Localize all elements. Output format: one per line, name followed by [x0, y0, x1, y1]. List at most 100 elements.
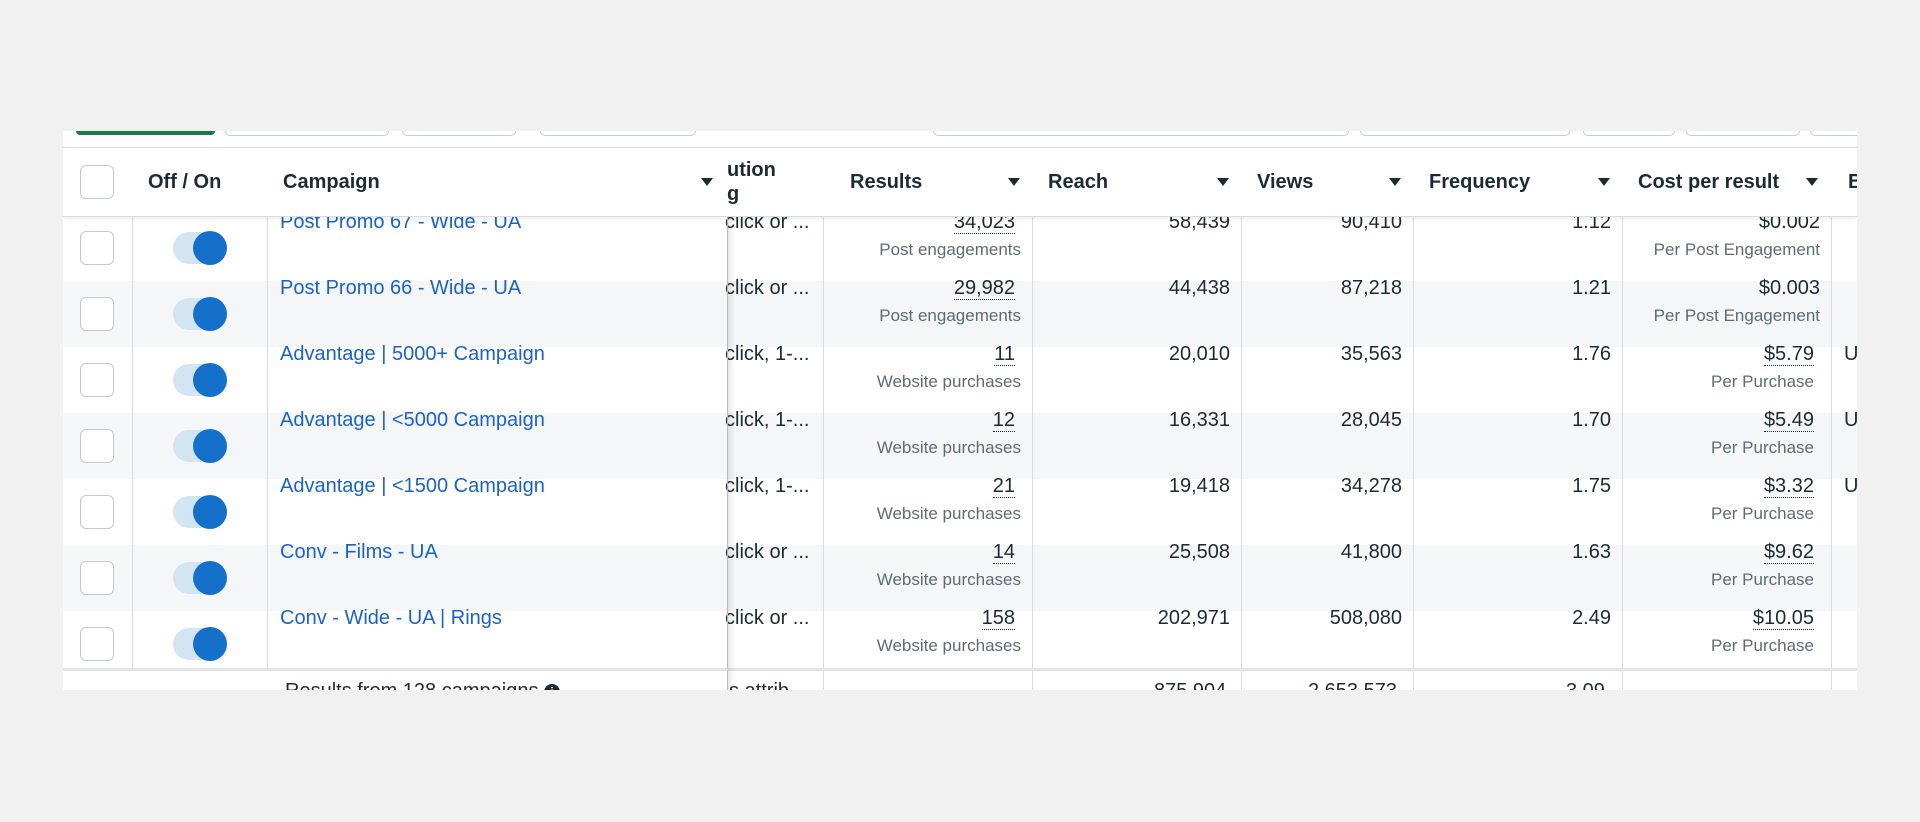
reach-value: 25,508 — [1168, 541, 1230, 563]
results-value[interactable]: 14 — [992, 541, 1015, 564]
campaign-toggle[interactable] — [173, 561, 227, 595]
frequency-value: 1.70 — [1572, 409, 1611, 431]
toggle-knob — [193, 231, 227, 265]
campaign-name-link[interactable]: Advantage | 5000+ Campaign — [280, 343, 545, 365]
campaign-name-link[interactable]: Conv - Films - UA — [280, 541, 438, 563]
views-value: 41,800 — [1340, 541, 1402, 563]
chevron-down-icon[interactable] — [1806, 178, 1818, 186]
header-cost-per-result[interactable]: Cost per result — [1638, 170, 1780, 193]
ads-table: Off / On Campaign ution g Results Reach … — [63, 131, 1857, 690]
table-row[interactable]: Advantage | <5000 Campaign click, 1-... 12… — [63, 409, 1857, 479]
table-row[interactable]: Conv - Wide - UA | Rings click or ... 158 W… — [63, 607, 1857, 677]
attribution-setting: click, 1-... — [725, 475, 810, 497]
column-divider — [132, 147, 133, 671]
table-row[interactable]: Post Promo 66 - Wide - UA click or ... 29,… — [63, 277, 1857, 347]
toolbar-button[interactable] — [540, 131, 696, 136]
attribution-setting: click, 1-... — [725, 409, 810, 431]
header-off-on[interactable]: Off / On — [148, 170, 222, 193]
toolbar-button[interactable] — [225, 131, 389, 136]
frequency-value: 1.63 — [1572, 541, 1611, 563]
frequency-value: 1.21 — [1572, 277, 1611, 299]
row-checkbox[interactable] — [80, 297, 114, 331]
table-row[interactable]: Advantage | <1500 Campaign click, 1-... 21… — [63, 475, 1857, 545]
cost-per-result-type: Per Purchase — [1711, 504, 1814, 523]
campaign-name-link[interactable]: Advantage | <5000 Campaign — [280, 409, 545, 431]
chevron-down-icon[interactable] — [701, 178, 713, 186]
results-value[interactable]: 158 — [981, 607, 1015, 630]
cost-per-result-value[interactable]: $0.003 — [1758, 277, 1820, 299]
footer-reach: 875,904 — [1154, 680, 1226, 690]
row-checkbox[interactable] — [80, 363, 114, 397]
row-checkbox[interactable] — [80, 495, 114, 529]
footer-summary: Results from 128 campaigns i — [285, 680, 561, 690]
chevron-down-icon[interactable] — [1389, 178, 1401, 186]
cost-per-result-value[interactable]: $9.62 — [1763, 541, 1814, 564]
campaign-name-link[interactable]: Advantage | <1500 Campaign — [280, 475, 545, 497]
reach-value: 44,438 — [1168, 277, 1230, 299]
table-row[interactable]: Post Promo 67 - Wide - UA click or ... 34,… — [63, 211, 1857, 281]
toolbar-button[interactable] — [1810, 131, 1857, 136]
row-checkbox[interactable] — [80, 429, 114, 463]
header-frequency[interactable]: Frequency — [1429, 170, 1531, 193]
table-row[interactable]: Conv - Films - UA click or ... 14 Website p… — [63, 541, 1857, 611]
campaign-name-link[interactable]: Post Promo 66 - Wide - UA — [280, 277, 522, 299]
chevron-down-icon[interactable] — [1008, 178, 1020, 186]
campaign-toggle[interactable] — [173, 231, 227, 265]
toggle-knob — [193, 495, 227, 529]
campaign-name-link[interactable]: Conv - Wide - UA | Rings — [280, 607, 502, 629]
frequency-value: 1.76 — [1572, 343, 1611, 365]
toolbar-button[interactable] — [1360, 131, 1570, 136]
attribution-setting: click, 1-... — [725, 343, 810, 365]
campaign-toggle[interactable] — [173, 429, 227, 463]
header-reach[interactable]: Reach — [1048, 170, 1109, 193]
toolbar-button[interactable] — [1686, 131, 1800, 136]
row-checkbox[interactable] — [80, 561, 114, 595]
column-divider — [1413, 147, 1414, 690]
attribution-setting: click or ... — [725, 277, 810, 299]
toolbar-primary-button[interactable] — [76, 131, 215, 135]
header-campaign[interactable]: Campaign — [283, 170, 380, 193]
campaign-toggle[interactable] — [173, 363, 227, 397]
row-checkbox[interactable] — [80, 231, 114, 265]
header-results[interactable]: Results — [850, 170, 923, 193]
campaign-toggle[interactable] — [173, 297, 227, 331]
column-divider — [1622, 147, 1623, 690]
cost-per-result-value[interactable]: $10.05 — [1752, 607, 1814, 630]
toggle-knob — [193, 429, 227, 463]
reach-value: 20,010 — [1168, 343, 1230, 365]
row-checkbox[interactable] — [80, 627, 114, 661]
cost-per-result-value[interactable]: $5.49 — [1763, 409, 1814, 432]
campaign-toggle[interactable] — [173, 627, 227, 661]
results-value[interactable]: 12 — [992, 409, 1015, 432]
cost-per-result-value[interactable]: $3.32 — [1763, 475, 1814, 498]
table-row[interactable]: Advantage | 5000+ Campaign click, 1-... 11… — [63, 343, 1857, 413]
results-type: Website purchases — [876, 438, 1021, 457]
cost-per-result-type: Per Purchase — [1711, 438, 1814, 457]
views-value: 508,080 — [1329, 607, 1402, 629]
chevron-down-icon[interactable] — [1598, 178, 1610, 186]
chevron-down-icon[interactable] — [1217, 178, 1229, 186]
results-value[interactable]: 21 — [992, 475, 1015, 498]
toggle-knob — [193, 297, 227, 331]
views-value: 34,278 — [1340, 475, 1402, 497]
info-icon[interactable]: i — [544, 683, 561, 690]
next-column-value: U — [1844, 475, 1857, 497]
header-next-column[interactable]: B — [1848, 170, 1857, 193]
reach-value: 202,971 — [1157, 607, 1230, 629]
select-all-checkbox[interactable] — [80, 165, 114, 199]
results-value[interactable]: 29,982 — [953, 277, 1015, 300]
results-type: Website purchases — [876, 504, 1021, 523]
toolbar-button[interactable] — [402, 131, 516, 136]
header-views[interactable]: Views — [1257, 170, 1314, 193]
campaign-toggle[interactable] — [173, 495, 227, 529]
cost-per-result-value[interactable]: $5.79 — [1763, 343, 1814, 366]
cost-per-result-type: Per Post Engagement — [1653, 240, 1820, 259]
results-value[interactable]: 11 — [994, 343, 1015, 366]
toolbar-button[interactable] — [1583, 131, 1675, 136]
toggle-knob — [193, 627, 227, 661]
footer-label: Results from 128 campaigns — [285, 680, 538, 690]
toggle-knob — [193, 561, 227, 595]
toolbar-search[interactable] — [933, 131, 1349, 136]
cost-per-result-type: Per Purchase — [1711, 636, 1814, 655]
header-attribution[interactable]: ution g — [727, 148, 776, 216]
